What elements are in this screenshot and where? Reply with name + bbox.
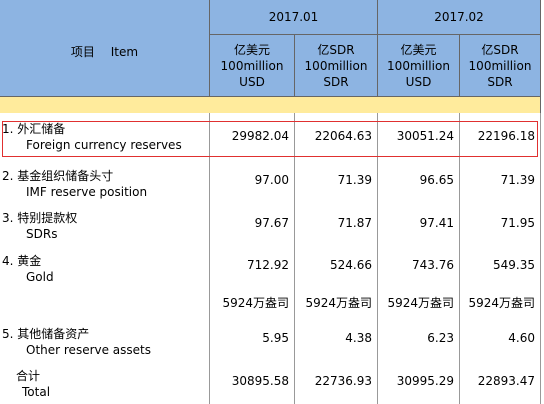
value-cell: 549.35: [493, 258, 535, 272]
unit-header: 亿美元 100million USD: [210, 35, 295, 97]
value-cell: 30995.29: [396, 374, 454, 388]
column-divider: [377, 113, 378, 404]
column-divider: [540, 113, 541, 404]
value-cell: 96.65: [419, 173, 454, 187]
unit-line: 亿SDR: [317, 42, 355, 57]
value-cell: 97.00: [254, 173, 289, 187]
row-label-cn: 5. 其他储备资产: [2, 327, 90, 341]
row-label-en: Other reserve assets: [26, 343, 152, 357]
period-header: 2017.01: [210, 0, 378, 35]
column-divider: [209, 113, 210, 404]
unit-line: 100million: [468, 58, 532, 73]
unit-header: 亿美元 100million USD: [378, 35, 460, 97]
value-cell: 4.38: [345, 331, 372, 345]
unit-line: SDR: [487, 74, 513, 89]
row-label-cn: 1. 外汇储备: [2, 122, 66, 136]
column-divider: [294, 113, 295, 404]
unit-line: SDR: [323, 74, 349, 89]
value-cell: 29982.04: [231, 129, 289, 143]
row-label-cn: 合计: [16, 369, 41, 383]
row-label-cn: 4. 黄金: [2, 254, 42, 268]
row-label-cn: 2. 基金组织储备头寸: [2, 169, 114, 183]
row-label-en: IMF reserve position: [26, 185, 148, 199]
value-cell: 97.67: [254, 216, 289, 230]
value-cell: 743.76: [412, 258, 454, 272]
value-cell: 5924万盎司: [222, 296, 289, 310]
value-cell: 5924万盎司: [305, 296, 372, 310]
unit-line: 100million: [304, 58, 368, 73]
highlight-box: [2, 121, 538, 157]
spacer-band: [0, 97, 541, 113]
value-cell: 6.23: [427, 331, 454, 345]
unit-header: 亿SDR 100million SDR: [295, 35, 378, 97]
value-cell: 71.87: [337, 216, 372, 230]
unit-line: USD: [239, 74, 265, 89]
unit-line: 亿美元: [400, 42, 437, 57]
value-cell: 5.95: [262, 331, 289, 345]
row-label-en: Gold: [26, 270, 54, 284]
row-label-en: SDRs: [26, 227, 58, 241]
row-label-en: Total: [22, 385, 51, 399]
item-header: 项目 Item: [0, 0, 210, 97]
unit-line: 亿SDR: [481, 42, 519, 57]
value-cell: 30051.24: [396, 129, 454, 143]
unit-line: USD: [405, 74, 432, 89]
value-cell: 22893.47: [477, 374, 535, 388]
value-cell: 97.41: [419, 216, 454, 230]
value-cell: 30895.58: [231, 374, 289, 388]
value-cell: 4.60: [508, 331, 535, 345]
value-cell: 22196.18: [477, 129, 535, 143]
unit-line: 100million: [387, 58, 450, 73]
value-cell: 5924万盎司: [468, 296, 535, 310]
row-label-en: Foreign currency reserves: [26, 138, 182, 152]
unit-line: 亿美元: [233, 42, 270, 57]
column-divider: [459, 113, 460, 404]
value-cell: 71.39: [500, 173, 535, 187]
unit-line: 100million: [220, 58, 284, 73]
value-cell: 22064.63: [314, 129, 372, 143]
value-cell: 5924万盎司: [387, 296, 454, 310]
unit-header: 亿SDR 100million SDR: [460, 35, 541, 97]
row-label-cn: 3. 特别提款权: [2, 211, 78, 225]
value-cell: 22736.93: [314, 374, 372, 388]
value-cell: 524.66: [330, 258, 372, 272]
value-cell: 712.92: [247, 258, 289, 272]
period-header: 2017.02: [378, 0, 541, 35]
value-cell: 71.39: [337, 173, 372, 187]
value-cell: 71.95: [500, 216, 535, 230]
